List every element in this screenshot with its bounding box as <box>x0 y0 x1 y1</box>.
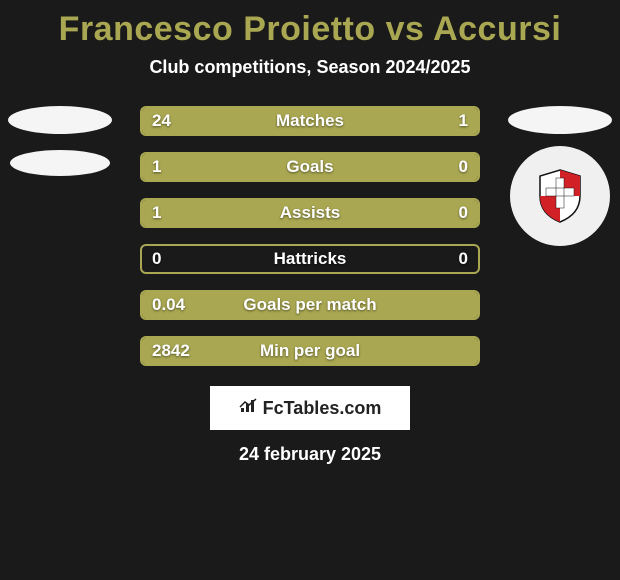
stat-value-left: 1 <box>152 203 161 223</box>
stat-value-right: 1 <box>459 111 468 131</box>
stat-label: Matches <box>276 111 344 131</box>
stat-row: 0 0 Hattricks <box>140 244 480 274</box>
stat-value-left: 2842 <box>152 341 190 361</box>
stat-row: 24 1 Matches <box>140 106 480 136</box>
stat-fill-left <box>142 108 397 134</box>
stat-label: Goals per match <box>243 295 376 315</box>
stat-row: 1 0 Goals <box>140 152 480 182</box>
date-label: 24 february 2025 <box>0 444 620 465</box>
stat-row: 1 0 Assists <box>140 198 480 228</box>
stat-label: Assists <box>280 203 340 223</box>
stat-area: 24 1 Matches 1 0 Goals 1 0 Assists 0 0 Hattricks 0.0… <box>0 106 620 366</box>
stat-value-right: 0 <box>459 203 468 223</box>
fctables-logo: FcTables.com <box>210 386 410 430</box>
stat-label: Hattricks <box>274 249 347 269</box>
player-left-column <box>8 106 112 176</box>
stat-label: Goals <box>286 157 333 177</box>
subtitle: Club competitions, Season 2024/2025 <box>0 57 620 78</box>
player-left-club-placeholder <box>10 150 110 176</box>
stat-row: 2842 Min per goal <box>140 336 480 366</box>
stat-bars: 24 1 Matches 1 0 Goals 1 0 Assists 0 0 Hattricks 0.0… <box>140 106 480 366</box>
chart-icon <box>239 398 259 419</box>
stat-value-left: 0 <box>152 249 161 269</box>
stat-row: 0.04 Goals per match <box>140 290 480 320</box>
stat-value-left: 0.04 <box>152 295 185 315</box>
shield-icon <box>536 168 584 224</box>
comparison-card: Francesco Proietto vs Accursi Club compe… <box>0 0 620 465</box>
player-left-photo-placeholder <box>8 106 112 134</box>
page-title: Francesco Proietto vs Accursi <box>0 10 620 49</box>
stat-label: Min per goal <box>260 341 360 361</box>
player-right-column <box>508 106 612 246</box>
stat-value-left: 1 <box>152 157 161 177</box>
player-right-photo-placeholder <box>508 106 612 134</box>
stat-value-right: 0 <box>459 249 468 269</box>
logo-text: FcTables.com <box>263 398 382 419</box>
stat-value-left: 24 <box>152 111 171 131</box>
stat-value-right: 0 <box>459 157 468 177</box>
player-right-club-badge <box>510 146 610 246</box>
